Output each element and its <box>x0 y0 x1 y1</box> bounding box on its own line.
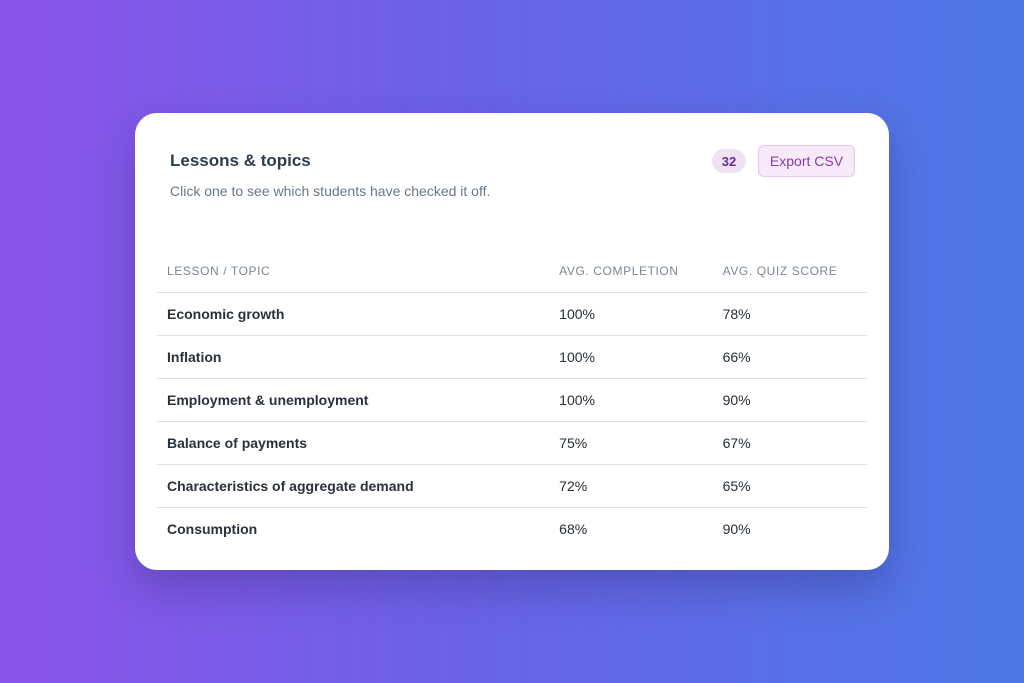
cell-topic: Characteristics of aggregate demand <box>157 464 550 508</box>
cell-completion: 72% <box>549 464 713 508</box>
cell-topic: Economic growth <box>157 292 550 336</box>
header-avg-quiz-score: AVG. QUIZ SCORE <box>712 250 867 293</box>
cell-completion: 68% <box>559 521 588 537</box>
cell-topic: Consumption <box>167 521 258 537</box>
table-header-row: LESSON / TOPIC AVG. COMPLETION AVG. QUIZ… <box>157 250 867 293</box>
cell-quiz-score: 78% <box>712 292 867 336</box>
header-lesson-topic: LESSON / TOPIC <box>157 250 550 293</box>
cell-quiz-score: 67% <box>712 421 867 465</box>
cell-quiz-score: 90% <box>712 378 867 422</box>
cell-topic: Balance of payments <box>157 421 550 465</box>
cell-completion: 100% <box>549 335 713 379</box>
export-csv-button[interactable]: Export CSV <box>758 145 855 177</box>
table-row[interactable]: Employment & unemployment 100% 90% <box>157 378 867 422</box>
table-row[interactable]: Consumption 68% 90% <box>157 508 867 551</box>
cell-topic: Employment & unemployment <box>157 378 550 422</box>
cell-quiz-score: 65% <box>712 464 867 508</box>
lessons-table: LESSON / TOPIC AVG. COMPLETION AVG. QUIZ… <box>157 250 867 550</box>
count-badge: 32 <box>712 149 746 173</box>
card-title: Lessons & topics <box>170 151 311 170</box>
header-avg-completion: AVG. COMPLETION <box>549 250 713 293</box>
cell-completion: 100% <box>549 378 713 422</box>
cell-quiz-score: 90% <box>722 521 751 537</box>
table-row[interactable]: Balance of payments 75% 67% <box>157 421 867 465</box>
cell-completion: 75% <box>549 421 713 465</box>
card-subtitle: Click one to see which students have che… <box>170 183 491 199</box>
table-row[interactable]: Economic growth 100% 78% <box>157 292 867 336</box>
lessons-card: Lessons & topics Click one to see which … <box>135 113 889 570</box>
cell-quiz-score: 66% <box>712 335 867 379</box>
table-row[interactable]: Characteristics of aggregate demand 72% … <box>157 464 867 508</box>
cell-completion: 100% <box>549 292 713 336</box>
table-row[interactable]: Inflation 100% 66% <box>157 335 867 379</box>
cell-topic: Inflation <box>157 335 550 379</box>
